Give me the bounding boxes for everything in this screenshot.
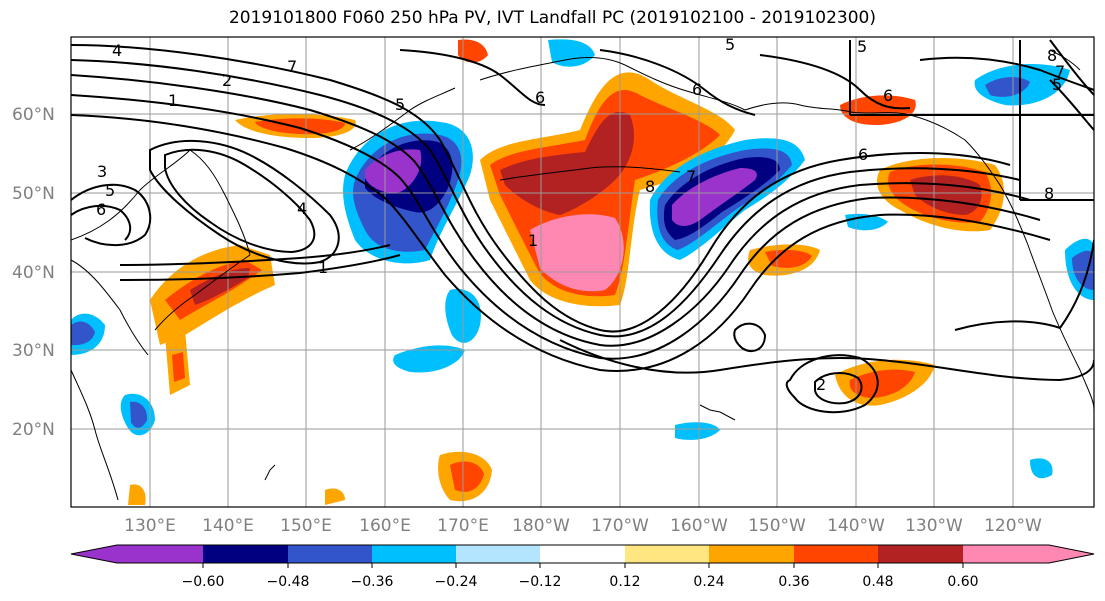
colorbar-tick-label: 0.12	[609, 574, 640, 590]
contour-label: 7	[1055, 62, 1065, 81]
contour-label: 1	[528, 231, 538, 250]
contour-label: 7	[686, 167, 696, 186]
lon-label: 150°E	[280, 516, 332, 536]
colorbar: −0.60 −0.48 −0.36 −0.24 −0.12 0.12 0.24 …	[70, 544, 1095, 590]
ivt-contours	[71, 39, 1094, 414]
lon-label: 120°W	[984, 516, 1042, 536]
contour-label: 5	[725, 35, 735, 54]
contour-label: 6	[535, 88, 545, 107]
contour-label: 2	[816, 375, 826, 394]
colorbar-swatch	[372, 545, 456, 563]
lon-label: 180°W	[512, 516, 570, 536]
contour-label: 3	[97, 162, 107, 181]
colorbar-tick-label: −0.24	[435, 574, 478, 590]
colorbar-tick-label: −0.60	[182, 574, 225, 590]
map-border	[70, 36, 1095, 508]
colorbar-swatch	[540, 545, 625, 563]
contour-label: 6	[883, 86, 893, 105]
colorbar-outline	[70, 544, 1095, 564]
contour-label: 7	[287, 57, 297, 76]
contour-labels: 4 7 2 1 3 5 6 4 1 5 6 8 6 7 6 5 8 8 7 5 …	[96, 35, 1065, 394]
colorbar-tick-label: 0.60	[947, 574, 978, 590]
lon-label: 130°E	[124, 516, 176, 536]
lon-label: 150°W	[748, 516, 806, 536]
contour-label: 1	[168, 91, 178, 110]
colorbar-tick-label: −0.12	[519, 574, 562, 590]
colorbar-tick-label: −0.36	[351, 574, 394, 590]
colorbar-swatch	[288, 545, 372, 563]
contour-label: 8	[645, 177, 655, 196]
map-area: 4 7 2 1 3 5 6 4 1 5 6 8 6 7 6 5 8 8 7 5 …	[71, 35, 1094, 507]
contour-label: 6	[692, 80, 702, 99]
lat-label: 40°N	[12, 263, 55, 283]
lat-label: 50°N	[12, 184, 55, 204]
lon-label: 170°E	[437, 516, 489, 536]
map-title: 2019101800 F060 250 hPa PV, IVT Landfall…	[228, 8, 876, 28]
contour-label: 8	[1044, 184, 1054, 203]
lon-label: 130°W	[905, 516, 963, 536]
contour-label: 5	[105, 181, 115, 200]
colorbar-ticks	[202, 563, 964, 568]
contour-label: 5	[1052, 75, 1062, 94]
colorbar-min-arrow	[71, 545, 117, 563]
latitude-labels: 60°N 50°N 40°N 30°N 20°N	[12, 105, 55, 440]
lat-label: 30°N	[12, 341, 55, 361]
contour-label: 4	[112, 41, 122, 60]
colorbar-swatch	[117, 545, 203, 563]
colorbar-swatch	[203, 545, 288, 563]
lon-label: 140°W	[827, 516, 885, 536]
colorbar-tick-label: 0.24	[693, 574, 724, 590]
lon-label: 160°E	[359, 516, 411, 536]
contour-label: 6	[96, 200, 106, 219]
contour-label: 1	[318, 258, 328, 277]
lat-label: 60°N	[12, 105, 55, 125]
colorbar-swatch	[625, 545, 709, 563]
contour-label: 5	[395, 95, 405, 114]
colorbar-tick-label: 0.36	[778, 574, 809, 590]
colorbar-max-arrow	[1049, 545, 1094, 563]
colorbar-swatch	[878, 545, 963, 563]
lon-label: 140°E	[202, 516, 254, 536]
colorbar-swatch	[456, 545, 540, 563]
longitude-labels: 130°E 140°E 150°E 160°E 170°E 180°W 170°…	[124, 516, 1042, 536]
contour-label: 6	[858, 145, 868, 164]
colorbar-swatch	[794, 545, 878, 563]
colorbar-swatch	[709, 545, 794, 563]
contour-label: 5	[857, 37, 867, 56]
contour-label: 8	[1047, 46, 1057, 65]
colorbar-tick-label: 0.48	[862, 574, 893, 590]
contour-label: 2	[222, 71, 232, 90]
lat-label: 20°N	[12, 420, 55, 440]
lon-label: 160°W	[670, 516, 728, 536]
contour-label: 4	[297, 199, 307, 218]
lon-label: 170°W	[591, 516, 649, 536]
colorbar-tick-label: −0.48	[267, 574, 310, 590]
colorbar-swatch	[963, 545, 1049, 563]
